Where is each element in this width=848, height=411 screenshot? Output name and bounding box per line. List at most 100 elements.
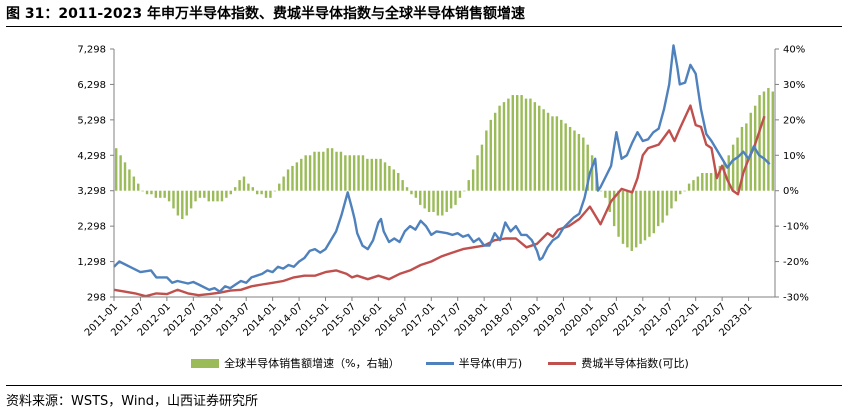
growth-bar xyxy=(705,173,708,191)
semi-index-line xyxy=(113,44,771,293)
growth-bar xyxy=(423,190,426,209)
growth-bar xyxy=(758,95,761,191)
growth-bar xyxy=(709,173,713,191)
growth-bar xyxy=(643,190,647,241)
growth-bar xyxy=(397,173,400,191)
growth-bar xyxy=(502,102,506,191)
growth-bar xyxy=(163,190,166,198)
growth-bar xyxy=(612,190,616,227)
growth-bar xyxy=(665,190,669,216)
growth-bar xyxy=(330,148,334,191)
source-rule xyxy=(6,385,842,386)
growth-bar xyxy=(141,190,144,192)
growth-bar xyxy=(225,190,228,198)
growth-bar xyxy=(392,169,396,191)
legend-label-sox: 费城半导体指数(可比) xyxy=(581,357,689,370)
growth-bar xyxy=(520,95,523,191)
growth-bar xyxy=(489,119,492,191)
growth-bar xyxy=(564,123,567,191)
growth-bar xyxy=(634,190,638,248)
growth-bar xyxy=(511,95,515,191)
growth-bar xyxy=(361,155,365,191)
growth-bar xyxy=(194,190,197,202)
growth-bar xyxy=(172,190,175,209)
growth-bar xyxy=(630,190,633,251)
growth-bar xyxy=(295,162,299,191)
chart-legend: 全球半导体销售额增速（%，右轴） 半导体(申万) 费城半导体指数(可比) xyxy=(160,355,720,371)
growth-bar xyxy=(211,190,215,202)
right-tick-label: 40% xyxy=(783,45,805,56)
growth-bar xyxy=(740,126,744,191)
growth-bar xyxy=(516,95,519,191)
growth-bar xyxy=(264,190,268,198)
growth-bar xyxy=(551,116,554,191)
right-tick-label: -10% xyxy=(783,222,809,233)
growth-bar xyxy=(485,130,488,191)
growth-bar xyxy=(692,180,695,191)
growth-bar xyxy=(383,162,387,191)
growth-bar xyxy=(674,190,678,202)
growth-bar xyxy=(317,151,321,191)
growth-bar xyxy=(123,162,127,191)
growth-bar xyxy=(357,155,360,191)
growth-bar xyxy=(714,169,717,191)
source-note: 资料来源：WSTS，Wind，山西证券研究所 xyxy=(6,394,258,409)
right-tick-label: 0% xyxy=(783,186,799,197)
growth-bar xyxy=(189,190,193,209)
growth-bar xyxy=(304,155,307,191)
growth-bar xyxy=(652,190,656,234)
growth-bar xyxy=(657,190,660,227)
growth-bar xyxy=(718,165,722,191)
growth-bar xyxy=(145,190,149,195)
growth-bar xyxy=(555,116,559,191)
legend-swatch-bar xyxy=(191,358,220,368)
growth-bar xyxy=(458,190,462,198)
growth-bar xyxy=(626,190,629,248)
growth-bar xyxy=(207,190,210,202)
growth-bar xyxy=(687,183,691,191)
growth-bar xyxy=(560,119,563,191)
growth-bar xyxy=(238,180,241,191)
growth-bar xyxy=(247,183,250,191)
growth-bar xyxy=(736,137,739,191)
growth-bar xyxy=(326,148,329,191)
growth-bar xyxy=(132,176,136,191)
growth-bar xyxy=(348,155,351,191)
growth-bar xyxy=(114,148,118,191)
growth-bar xyxy=(617,190,620,237)
legend-swatch-blue xyxy=(425,361,454,365)
growth-bar xyxy=(701,173,704,191)
growth-bar xyxy=(344,155,347,191)
growth-bar xyxy=(291,165,294,191)
growth-bar xyxy=(216,190,219,202)
growth-bar xyxy=(731,144,735,191)
growth-bar xyxy=(529,98,532,191)
growth-bar xyxy=(256,190,259,195)
growth-bar xyxy=(648,190,651,237)
left-tick-label: 3,298 xyxy=(77,186,106,197)
left-tick-label: 6,298 xyxy=(77,80,106,91)
growth-bar xyxy=(670,190,673,209)
growth-bar xyxy=(599,190,603,192)
growth-bar xyxy=(577,134,581,191)
growth-bar xyxy=(282,176,285,191)
growth-bar xyxy=(335,151,338,191)
growth-bar xyxy=(476,155,479,191)
growth-bar xyxy=(621,190,625,244)
growth-bar xyxy=(181,190,184,220)
growth-bar xyxy=(405,187,409,191)
growth-bar xyxy=(586,144,589,191)
growth-bar xyxy=(167,190,171,202)
growth-bar xyxy=(414,190,418,198)
left-tick-label: 2,298 xyxy=(77,222,106,233)
growth-bar xyxy=(322,151,325,191)
growth-bar xyxy=(582,137,585,191)
growth-bar xyxy=(538,105,541,191)
growth-bar xyxy=(286,169,290,191)
growth-bar xyxy=(119,155,122,191)
growth-bar xyxy=(524,98,528,191)
right-tick-label: 20% xyxy=(783,115,805,126)
growth-bar xyxy=(604,190,607,198)
growth-bar xyxy=(427,190,431,212)
legend-item-semi: 半导体(申万) xyxy=(425,355,522,371)
